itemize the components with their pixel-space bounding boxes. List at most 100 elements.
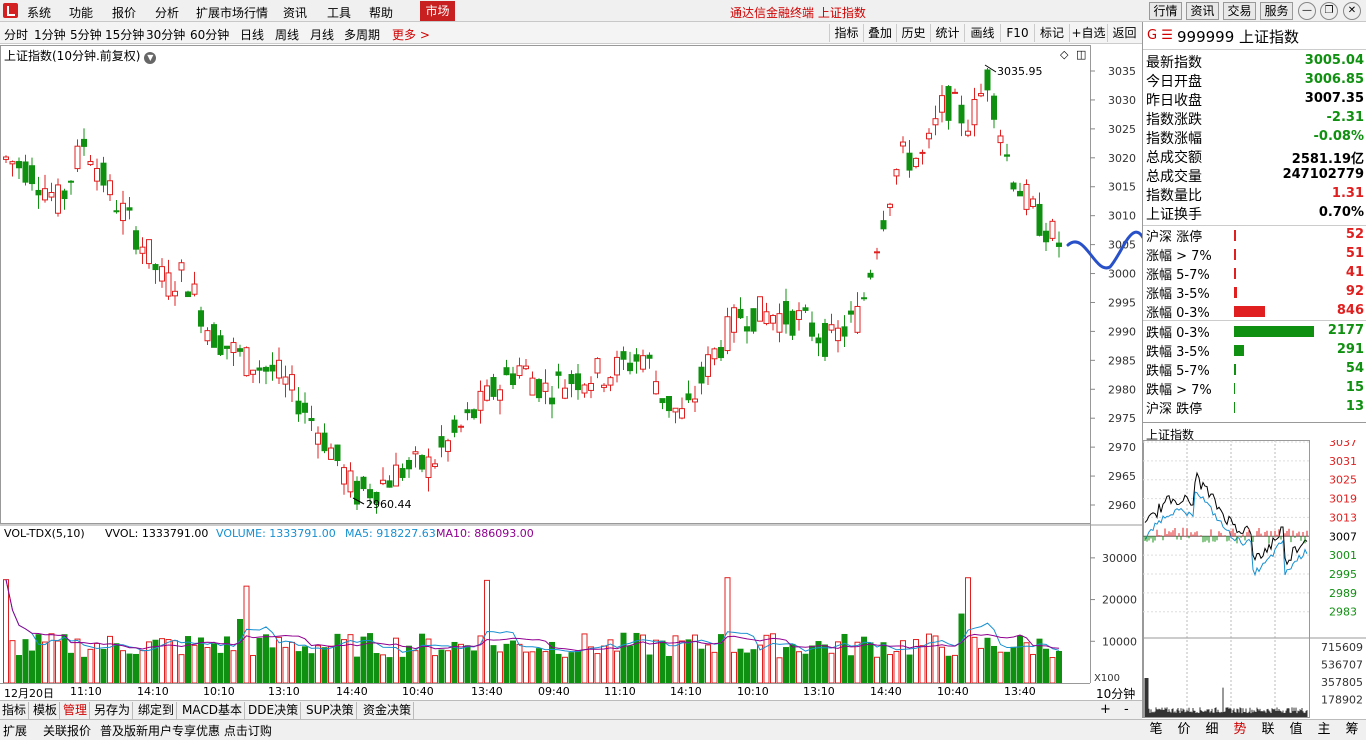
time-tick-label: 10:40 (937, 685, 969, 698)
zoom-out-icon[interactable]: - (1124, 702, 1129, 717)
candle-down (386, 480, 393, 488)
period-60min[interactable]: 60分钟 (190, 28, 230, 42)
candle-down (848, 310, 854, 315)
period-15min[interactable]: 15分钟 (105, 28, 145, 42)
tab-fund[interactable]: 资金决策 (361, 702, 415, 719)
candle-up (835, 327, 841, 342)
tool-overlay[interactable]: 叠加 (863, 24, 896, 42)
menu-help[interactable]: 帮助 (369, 6, 394, 20)
nav-button-7[interactable]: 筹 (1345, 722, 1359, 737)
candle-up (731, 307, 737, 333)
kline-chart-svg[interactable]: 3035 3030 3025 3020 3015 3010 3005 3000 2995 2990… (0, 45, 1142, 685)
period-1min[interactable]: 1分钟 (34, 28, 66, 42)
tab-sup[interactable]: SUP决策 (304, 702, 357, 719)
menu-system[interactable]: 系统 (27, 6, 52, 20)
candle-down (185, 291, 191, 298)
tool-back[interactable]: 返回 (1107, 24, 1141, 42)
stat-row: 最新指数 3005.04 (1143, 52, 1366, 71)
volume-bar-up (139, 650, 146, 684)
candle-up (159, 266, 165, 282)
nav-button-3[interactable]: 势 (1233, 722, 1247, 737)
mini-price-label: 3025 (1329, 474, 1357, 487)
candle-down (61, 190, 68, 200)
window-toggle-icon[interactable]: ◫ (1076, 48, 1087, 61)
volume-bar-up (516, 643, 523, 684)
candle-down (744, 326, 750, 332)
nav-button-0[interactable]: 笔 (1149, 722, 1163, 737)
period-more[interactable]: 更多 > (392, 28, 430, 42)
nav-button-2[interactable]: 细 (1205, 722, 1219, 737)
news-button[interactable]: 资讯 (1186, 2, 1219, 20)
group-icon[interactable]: G ☰ (1147, 28, 1173, 43)
tab-template[interactable]: 模板 (31, 702, 61, 719)
breadth-row: 沪深 涨停 52 (1143, 226, 1366, 245)
menu-quote[interactable]: 报价 (112, 6, 137, 20)
period-daily[interactable]: 日线 (240, 28, 265, 42)
period-timeshare[interactable]: 分时 (4, 28, 29, 42)
candle-down (321, 432, 328, 452)
candle-up (711, 348, 718, 360)
quote-button[interactable]: 行情 (1149, 2, 1182, 20)
volume-axis-label: 10000 (1102, 635, 1137, 648)
menu-ext-market[interactable]: 扩展市场行情 (196, 6, 269, 20)
tool-stats[interactable]: 统计 (930, 24, 964, 42)
tab-macd[interactable]: MACD基本 (180, 702, 245, 719)
volume-bar-up (588, 646, 594, 684)
volume-bar-down (152, 639, 159, 684)
tool-history[interactable]: 历史 (896, 24, 930, 42)
candle-down (399, 468, 406, 478)
tab-bind-to[interactable]: 绑定到 (136, 702, 178, 719)
candle-down (1043, 230, 1049, 243)
nav-button-6[interactable]: 主 (1317, 722, 1331, 737)
status-extend[interactable]: 扩展 (3, 724, 28, 738)
volume-bar-up (828, 652, 835, 684)
tab-manage[interactable]: 管理 (61, 702, 91, 719)
chart-title-dropdown-icon[interactable]: ▼ (144, 52, 157, 64)
tool-draw[interactable]: 画线 (964, 24, 1000, 42)
market-tab[interactable]: 市场 (420, 1, 455, 21)
menu-tools[interactable]: 工具 (327, 6, 352, 20)
volume-bar-up (445, 650, 451, 684)
tool-mark[interactable]: 标记 (1034, 24, 1069, 42)
nav-button-1[interactable]: 价 (1177, 722, 1191, 737)
period-weekly[interactable]: 周线 (275, 28, 300, 42)
period-multi[interactable]: 多周期 (344, 28, 381, 42)
status-related-quote[interactable]: 关联报价 (43, 724, 92, 738)
volume-bar-up (250, 654, 256, 684)
candle-down (698, 366, 705, 384)
nav-button-5[interactable]: 值 (1289, 722, 1303, 737)
tab-dde[interactable]: DDE决策 (246, 702, 302, 719)
kline-chart-area[interactable]: 3035 3030 3025 3020 3015 3010 3005 3000 2995 2990… (0, 45, 1142, 685)
breadth-bar (1234, 230, 1236, 241)
menu-function[interactable]: 功能 (69, 6, 94, 20)
tool-indicator[interactable]: 指标 (829, 24, 863, 42)
volume-bar-up (932, 635, 939, 684)
tab-indicator[interactable]: 指标 (0, 702, 30, 719)
minimize-icon[interactable]: — (1298, 2, 1316, 20)
service-button[interactable]: 服务 (1260, 2, 1293, 20)
period-monthly[interactable]: 月线 (310, 28, 335, 42)
breadth-label: 涨幅 > 7% (1146, 249, 1212, 264)
restore-icon[interactable]: ❐ (1320, 2, 1338, 20)
stat-value: 1.31 (1331, 186, 1364, 201)
candle-up (692, 398, 698, 403)
nav-button-4[interactable]: 联 (1261, 722, 1275, 737)
tool-f10[interactable]: F10 (1000, 24, 1034, 42)
period-30min[interactable]: 30分钟 (146, 28, 186, 42)
close-icon[interactable]: ✕ (1343, 2, 1361, 20)
diamond-icon[interactable]: ◇ (1060, 48, 1069, 61)
tab-save-as[interactable]: 另存为 (92, 702, 134, 719)
mini-timeshare-chart[interactable]: 3037 3031 3025 3019 3013 3007 3001 2995 2989 2983… (1143, 440, 1366, 718)
annotation-stroke[interactable] (1066, 183, 1142, 270)
menu-info[interactable]: 资讯 (283, 6, 308, 20)
tool-add-watchlist[interactable]: +自选 (1069, 24, 1107, 42)
trade-button[interactable]: 交易 (1223, 2, 1256, 20)
candle-up (178, 262, 185, 271)
menu-analysis[interactable]: 分析 (155, 6, 180, 20)
status-promo[interactable]: 普及版新用户专享优惠 点击订购 (100, 724, 272, 738)
zoom-in-icon[interactable]: + (1100, 702, 1111, 717)
volume-bar-down (737, 648, 744, 684)
breadth-bar (1234, 249, 1236, 260)
candle-down (945, 86, 952, 121)
period-5min[interactable]: 5分钟 (70, 28, 102, 42)
